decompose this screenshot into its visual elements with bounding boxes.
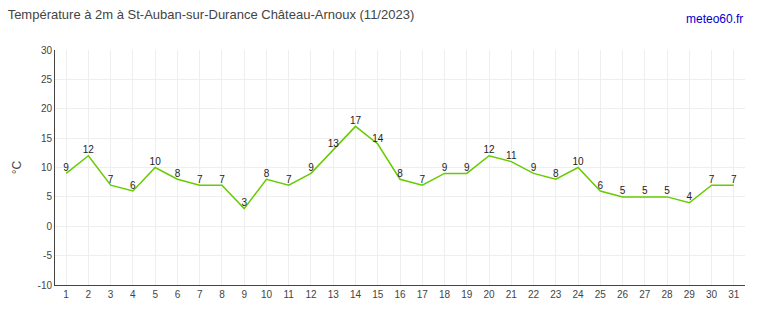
svg-text:7: 7 <box>709 174 715 185</box>
svg-text:27: 27 <box>639 289 651 300</box>
svg-text:22: 22 <box>528 289 540 300</box>
svg-text:14: 14 <box>372 133 384 144</box>
svg-text:21: 21 <box>506 289 518 300</box>
svg-text:5: 5 <box>664 185 670 196</box>
svg-text:7: 7 <box>108 174 114 185</box>
svg-text:20: 20 <box>41 103 53 114</box>
svg-text:5: 5 <box>152 289 158 300</box>
svg-text:10: 10 <box>261 289 273 300</box>
svg-text:15: 15 <box>41 133 53 144</box>
svg-text:26: 26 <box>617 289 629 300</box>
svg-text:13: 13 <box>328 138 340 149</box>
svg-text:29: 29 <box>684 289 696 300</box>
svg-text:8: 8 <box>397 168 403 179</box>
svg-text:15: 15 <box>372 289 384 300</box>
svg-text:14: 14 <box>350 289 362 300</box>
svg-text:7: 7 <box>419 174 425 185</box>
svg-text:24: 24 <box>572 289 584 300</box>
svg-text:10: 10 <box>572 156 584 167</box>
svg-text:3: 3 <box>108 289 114 300</box>
svg-text:8: 8 <box>553 168 559 179</box>
svg-text:9: 9 <box>464 162 470 173</box>
svg-text:25: 25 <box>595 289 607 300</box>
svg-text:10: 10 <box>41 162 53 173</box>
svg-text:7: 7 <box>197 289 203 300</box>
svg-text:9: 9 <box>442 162 448 173</box>
svg-text:17: 17 <box>350 115 362 126</box>
svg-text:9: 9 <box>308 162 314 173</box>
svg-text:12: 12 <box>483 144 495 155</box>
svg-text:30: 30 <box>706 289 718 300</box>
svg-text:9: 9 <box>241 289 247 300</box>
svg-text:1: 1 <box>63 289 69 300</box>
svg-text:28: 28 <box>662 289 674 300</box>
svg-text:5: 5 <box>642 185 648 196</box>
svg-text:12: 12 <box>305 289 317 300</box>
svg-text:Température à 2m à St-Auban-su: Température à 2m à St-Auban-sur-Durance … <box>8 7 415 22</box>
svg-text:2: 2 <box>86 289 92 300</box>
svg-text:5: 5 <box>620 185 626 196</box>
svg-text:3: 3 <box>241 197 247 208</box>
svg-text:31: 31 <box>728 289 740 300</box>
svg-text:7: 7 <box>197 174 203 185</box>
svg-text:4: 4 <box>687 191 693 202</box>
svg-text:13: 13 <box>328 289 340 300</box>
svg-text:17: 17 <box>417 289 429 300</box>
svg-text:18: 18 <box>439 289 451 300</box>
svg-text:9: 9 <box>63 162 69 173</box>
svg-text:11: 11 <box>506 150 517 161</box>
svg-text:10: 10 <box>150 156 162 167</box>
svg-text:8: 8 <box>175 168 181 179</box>
svg-text:30: 30 <box>41 45 53 56</box>
svg-text:-5: -5 <box>43 250 52 261</box>
svg-text:6: 6 <box>130 180 136 191</box>
svg-text:-10: -10 <box>38 280 53 291</box>
svg-text:7: 7 <box>286 174 292 185</box>
svg-text:6: 6 <box>598 180 604 191</box>
svg-text:23: 23 <box>550 289 562 300</box>
svg-text:7: 7 <box>219 174 225 185</box>
svg-text:16: 16 <box>394 289 406 300</box>
svg-text:7: 7 <box>731 174 737 185</box>
svg-text:0: 0 <box>46 221 52 232</box>
svg-text:20: 20 <box>483 289 495 300</box>
svg-text:6: 6 <box>175 289 181 300</box>
svg-text:meteo60.fr: meteo60.fr <box>686 12 743 26</box>
svg-text:4: 4 <box>130 289 136 300</box>
svg-text:19: 19 <box>461 289 473 300</box>
svg-text:5: 5 <box>46 191 52 202</box>
svg-text:8: 8 <box>264 168 270 179</box>
svg-text:8: 8 <box>219 289 225 300</box>
svg-text:11: 11 <box>284 289 295 300</box>
svg-text:9: 9 <box>531 162 537 173</box>
svg-text:25: 25 <box>41 74 53 85</box>
svg-text:°C: °C <box>10 160 24 174</box>
svg-text:12: 12 <box>83 144 95 155</box>
